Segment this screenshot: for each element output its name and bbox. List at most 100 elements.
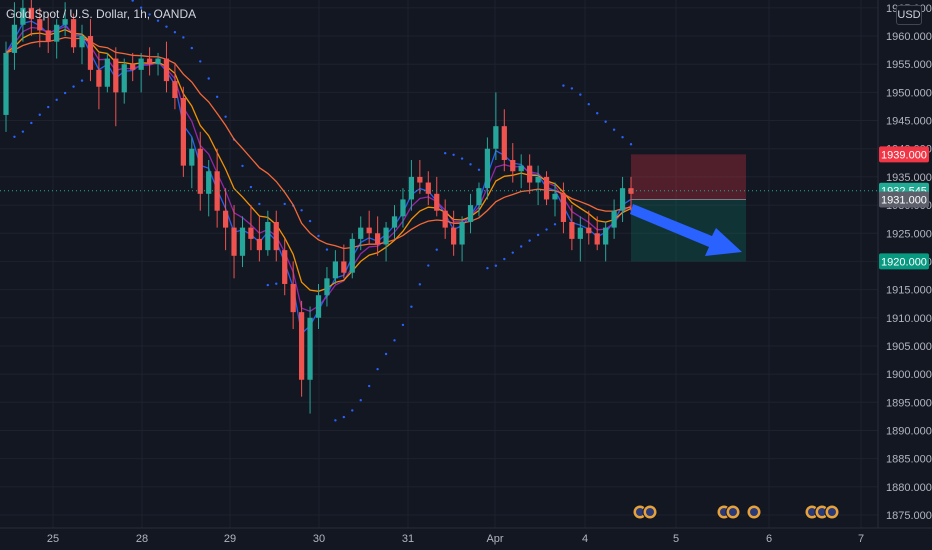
candle-body <box>298 312 305 380</box>
psar-dot <box>587 103 590 106</box>
psar-dot <box>258 202 261 206</box>
candle-body <box>434 193 440 211</box>
stop-price-label: 1939.000 <box>881 149 927 161</box>
psar-dot <box>182 36 185 39</box>
psar-dot <box>165 25 168 28</box>
candle-body <box>96 69 102 87</box>
y-tick-label: 1925.000 <box>886 228 932 240</box>
psar-dot <box>393 339 396 342</box>
psar-dot <box>452 153 455 157</box>
candle-body <box>163 58 170 82</box>
candle-body <box>62 19 68 25</box>
candle-body <box>180 98 186 166</box>
symbol-title[interactable]: Gold Spot / U.S. Dollar, 1h, OANDA <box>6 7 196 21</box>
psar-dot <box>443 152 447 155</box>
psar-dot <box>55 98 58 102</box>
symbol-interval: 1h <box>133 7 147 21</box>
candle-body <box>493 126 499 149</box>
psar-dot <box>190 46 194 50</box>
psar-dot <box>131 0 134 2</box>
y-tick-label: 1935.000 <box>886 172 932 184</box>
candle-body <box>79 36 85 48</box>
psar-dot <box>47 105 50 109</box>
psar-dot <box>621 136 624 139</box>
candle-body <box>442 210 448 228</box>
candle-body <box>484 148 491 189</box>
parabolic-sar <box>13 0 633 422</box>
candle-body <box>239 227 246 256</box>
psar-dot <box>359 399 362 402</box>
candle-body <box>324 278 330 296</box>
psar-dot <box>503 257 506 261</box>
psar-dot <box>300 209 303 212</box>
psar-dot <box>494 264 498 267</box>
psar-dot <box>351 409 354 412</box>
candle-body <box>20 7 26 25</box>
candle-body <box>552 193 558 200</box>
psar-dot <box>579 93 582 96</box>
y-tick-label: 1910.000 <box>886 313 932 325</box>
candle-body <box>172 81 178 99</box>
candle-body <box>45 30 51 42</box>
y-tick-label: 1905.000 <box>886 341 932 353</box>
currency-button[interactable]: USD <box>896 5 922 25</box>
psar-dot <box>199 60 202 63</box>
candle-body <box>87 36 94 70</box>
candle-body <box>375 233 381 245</box>
psar-dot <box>477 168 481 171</box>
psar-dot <box>72 85 75 88</box>
event-flag-icon <box>636 508 644 516</box>
x-tick-label: 30 <box>313 533 325 545</box>
y-tick-label: 1885.000 <box>886 454 932 466</box>
psar-dot <box>511 251 514 254</box>
candle-body <box>603 227 609 245</box>
psar-dot <box>173 31 177 34</box>
candle-body <box>560 193 567 222</box>
psar-dot <box>334 419 337 422</box>
x-tick-label: 7 <box>858 533 864 545</box>
candle-body <box>273 221 279 251</box>
psar-dot <box>325 248 329 251</box>
event-flag-icon <box>729 508 737 516</box>
candle-body <box>501 126 507 160</box>
candle-body <box>146 58 153 65</box>
psar-dot <box>460 157 464 160</box>
psar-dot <box>520 245 523 248</box>
candle-body <box>130 64 136 70</box>
candle-body <box>619 188 626 211</box>
candle-body <box>391 216 398 228</box>
psar-dot <box>249 185 253 189</box>
candle-body <box>408 176 415 200</box>
stop-price-label-bg <box>879 146 929 163</box>
candle-body <box>400 199 406 217</box>
candle-body <box>265 221 271 251</box>
psar-dot <box>63 91 67 95</box>
candle-body <box>315 295 322 318</box>
psar-dot <box>38 113 41 116</box>
x-tick-label: Apr <box>486 533 503 545</box>
psar-dot <box>367 384 371 388</box>
entry-price-label-bg <box>879 191 929 208</box>
psar-dot <box>570 87 574 90</box>
psar-dot <box>545 228 548 231</box>
y-tick-label: 1875.000 <box>886 510 932 522</box>
y-tick-label: 1895.000 <box>886 397 932 409</box>
stop-zone <box>631 154 746 200</box>
x-tick-label: 6 <box>766 533 772 545</box>
candle-body <box>349 238 355 273</box>
symbol-exchange: OANDA <box>153 7 197 21</box>
candle-body <box>28 7 34 20</box>
candle-body <box>383 227 389 245</box>
x-tick-label: 25 <box>47 533 59 545</box>
candle-body <box>121 64 127 93</box>
event-flag-icon <box>646 508 654 516</box>
psar-dot <box>435 248 438 251</box>
title-separator: , <box>126 7 134 21</box>
psar-dot <box>629 143 633 146</box>
psar-dot <box>156 19 160 22</box>
candle-body <box>467 205 474 222</box>
event-flag-icon <box>828 508 836 516</box>
arrow-shape <box>630 204 742 256</box>
y-tick-label: 1900.000 <box>886 369 932 381</box>
